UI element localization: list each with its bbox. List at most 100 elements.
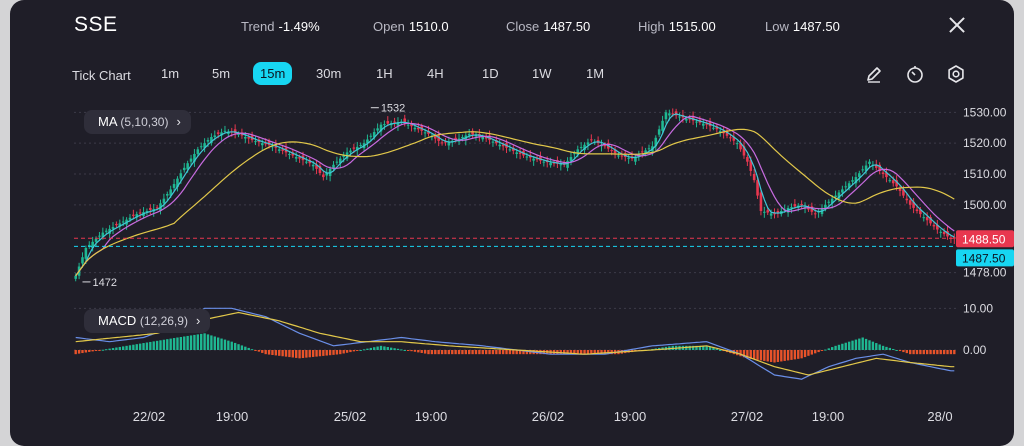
candle: [311, 164, 315, 167]
y-tick-label: 1510.00: [963, 167, 1007, 181]
candle: [484, 137, 488, 139]
macd-histogram-bar: [352, 350, 356, 352]
tab-1m[interactable]: 1m: [161, 66, 180, 81]
candle: [440, 142, 444, 144]
candle: [437, 135, 440, 141]
candle: [406, 124, 410, 126]
macd-indicator-pill[interactable]: MACD (12,26,9) ›: [84, 309, 211, 333]
settings-gear-icon[interactable]: [946, 64, 966, 84]
tab-15m[interactable]: 15m: [253, 62, 293, 85]
macd-histogram-bar: [814, 350, 817, 354]
macd-histogram-bar: [393, 348, 396, 350]
macd-histogram-bar: [688, 345, 691, 350]
macd-histogram-bar: [339, 350, 342, 355]
macd-histogram-bar: [607, 350, 610, 355]
macd-histogram-bar: [522, 350, 525, 355]
macd-histogram-bar: [810, 350, 814, 355]
tick-chart-button[interactable]: Tick Chart: [72, 68, 131, 83]
macd-histogram-bar: [145, 342, 149, 350]
candle: [132, 214, 135, 216]
candle: [752, 174, 756, 181]
candle: [763, 211, 766, 213]
x-tick-label: 19:00: [415, 409, 448, 424]
macd-histogram-bar: [356, 350, 359, 351]
candle: [766, 210, 770, 213]
candle: [450, 140, 454, 142]
macd-histogram-bar: [590, 350, 593, 355]
macd-histogram-bar: [132, 344, 135, 350]
candle: [610, 150, 613, 152]
macd-histogram-bar: [257, 350, 261, 352]
macd-histogram-bar: [820, 350, 824, 351]
x-tick-label: 19:00: [812, 409, 845, 424]
candle: [94, 238, 98, 242]
macd-histogram-bar: [94, 350, 98, 351]
ma-line-ma10: [75, 115, 955, 277]
candle: [556, 160, 559, 164]
macd-histogram-bar: [579, 350, 583, 355]
candle: [685, 118, 688, 121]
macd-histogram-bar: [142, 343, 145, 350]
candle: [271, 146, 274, 148]
x-tick-label: 25/02: [334, 409, 367, 424]
macd-histogram-bar: [457, 350, 461, 355]
tab-1d[interactable]: 1D: [482, 66, 499, 81]
candle: [644, 150, 647, 154]
tab-4h[interactable]: 4H: [427, 66, 444, 81]
macd-histogram-bar: [878, 344, 881, 350]
macd-histogram-bar: [769, 350, 773, 362]
macd-histogram-bar: [932, 350, 936, 355]
macd-histogram-bar: [573, 350, 576, 355]
macd-histogram-bar: [318, 350, 322, 357]
ma-indicator-pill[interactable]: MA (5,10,30) ›: [84, 110, 191, 134]
macd-histogram-bar: [423, 350, 427, 354]
macd-histogram-bar: [152, 341, 155, 350]
candle: [322, 174, 325, 178]
macd-histogram-bar: [929, 350, 932, 355]
candle: [735, 143, 739, 145]
macd-histogram-bar: [783, 350, 786, 361]
x-tick-label: 27/02: [731, 409, 764, 424]
macd-histogram-bar: [946, 350, 949, 355]
price-chart[interactable]: 1530.00 1520.00 1510.00 1500.00 1478.00 10.00…: [10, 0, 1014, 446]
candle: [179, 173, 183, 179]
macd-histogram-bar: [847, 341, 851, 350]
macd-histogram-bar: [515, 350, 518, 355]
candle: [467, 133, 471, 136]
macd-histogram-bar: [396, 348, 400, 350]
tab-5m[interactable]: 5m: [212, 66, 231, 81]
candle: [864, 165, 868, 171]
macd-histogram-bar: [739, 350, 742, 357]
macd-histogram-bar: [942, 350, 946, 355]
candle: [552, 162, 556, 164]
macd-histogram-bar: [698, 345, 702, 350]
macd-histogram-bar: [766, 350, 769, 362]
macd-histogram-bar: [328, 350, 332, 356]
macd-histogram-bar: [200, 333, 203, 350]
tab-1w[interactable]: 1W: [532, 66, 552, 81]
header-bar: SSE Trend -1.49% Open 1510.0 Close 1487.50 …: [10, 0, 1014, 52]
tab-1h[interactable]: 1H: [376, 66, 393, 81]
candle: [549, 162, 552, 166]
macd-histogram-bar: [359, 350, 362, 351]
candle: [98, 235, 101, 237]
candle: [318, 165, 322, 173]
macd-histogram-bar: [227, 340, 230, 350]
timer-icon[interactable]: [905, 64, 925, 84]
draw-pen-icon[interactable]: [864, 64, 884, 84]
chart-window: SSE Trend -1.49% Open 1510.0 Close 1487.50 …: [10, 0, 1014, 446]
tab-1month[interactable]: 1M: [586, 66, 605, 81]
macd-histogram-bar: [495, 350, 498, 355]
candle: [586, 142, 590, 145]
macd-histogram-bar: [902, 350, 905, 353]
candle: [305, 161, 308, 163]
candle: [186, 163, 189, 170]
candle: [844, 186, 848, 188]
macd-histogram-bar: [827, 348, 830, 350]
macd-histogram-bar: [203, 333, 206, 350]
macd-histogram-bar: [315, 350, 318, 357]
tab-30m[interactable]: 30m: [316, 66, 342, 81]
candle: [841, 189, 844, 193]
candle: [902, 189, 905, 196]
y-tick-label: 1500.00: [963, 198, 1007, 212]
